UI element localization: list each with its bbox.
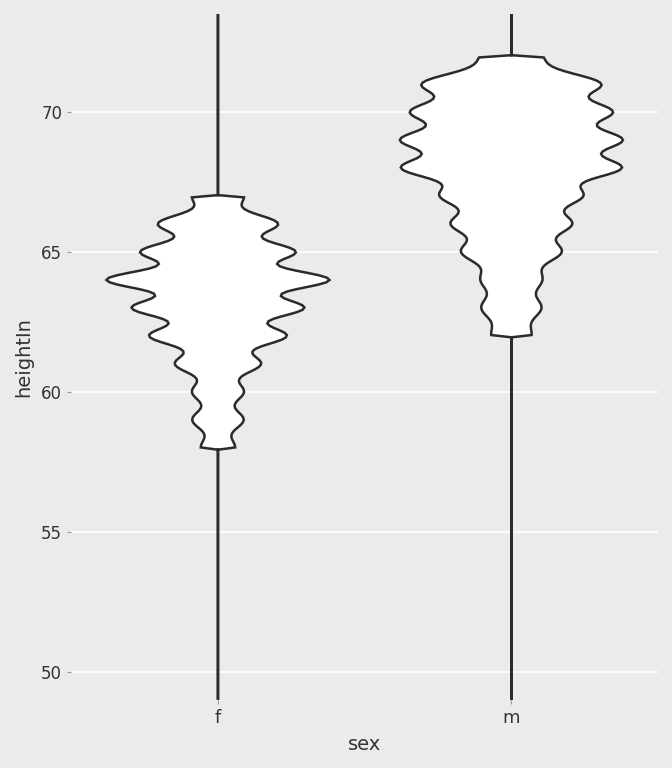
Polygon shape — [400, 14, 623, 700]
X-axis label: sex: sex — [348, 735, 381, 754]
Polygon shape — [106, 14, 329, 700]
Y-axis label: heightIn: heightIn — [14, 317, 33, 397]
